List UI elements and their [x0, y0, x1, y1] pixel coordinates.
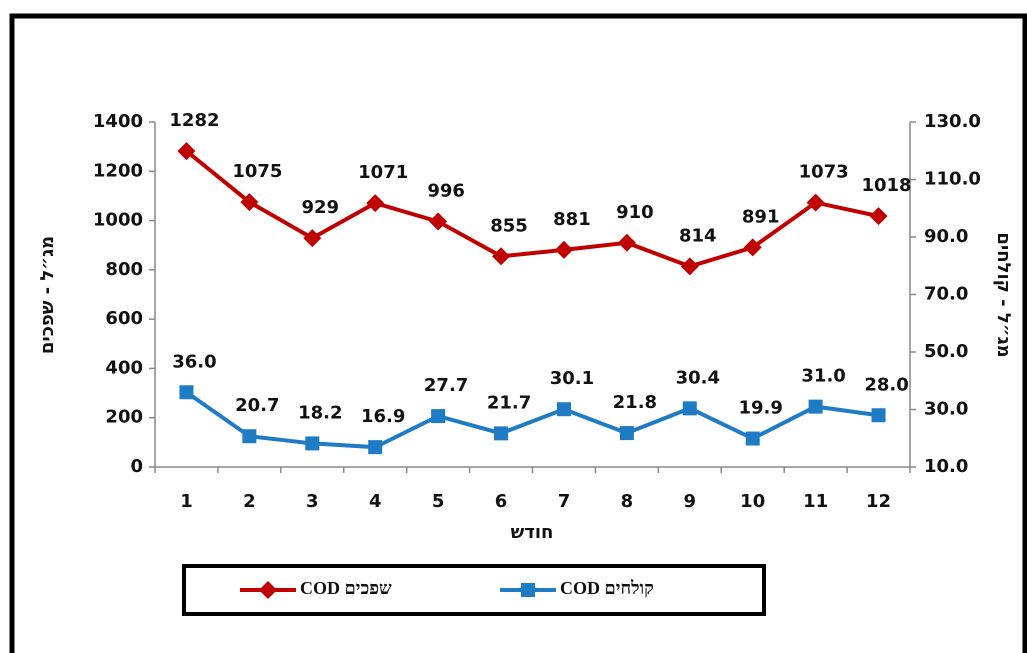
point — [869, 207, 888, 226]
y2-axis-title: מג״ל - קולחים — [993, 232, 1014, 357]
data-label: 36.0 — [172, 351, 216, 372]
point — [808, 399, 823, 414]
data-label: 27.7 — [424, 375, 468, 396]
point — [177, 142, 196, 161]
legend-label: COD שפכים — [300, 578, 392, 598]
x-tick-label: 10 — [740, 491, 765, 512]
x-tick-label: 7 — [558, 491, 571, 512]
data-label: 1073 — [799, 162, 849, 183]
point — [429, 212, 448, 231]
legend-label: COD קולחים — [560, 578, 654, 598]
y-tick-label: 200 — [105, 407, 143, 428]
y-tick-label: 800 — [105, 259, 143, 280]
x-tick-label: 5 — [432, 491, 445, 512]
point — [366, 194, 385, 213]
point — [494, 426, 509, 441]
data-label: 855 — [490, 215, 528, 236]
y-tick-label: 1400 — [93, 111, 143, 132]
data-label: 31.0 — [801, 366, 845, 387]
y2-tick-label: 90.0 — [924, 226, 968, 247]
x-tick-label: 6 — [495, 491, 508, 512]
data-label: 1018 — [861, 175, 911, 196]
y2-tick-label: 70.0 — [924, 284, 968, 305]
data-label: 19.9 — [738, 398, 782, 419]
point — [680, 257, 699, 276]
series-line — [185, 149, 879, 269]
y2-tick-label: 50.0 — [924, 341, 968, 362]
y2-tick-label: 110.0 — [924, 169, 981, 190]
x-tick-label: 2 — [243, 491, 256, 512]
data-label: 929 — [302, 197, 340, 218]
y-tick-label: 1200 — [93, 160, 143, 181]
data-label: 814 — [679, 225, 717, 246]
point — [492, 247, 511, 266]
x-tick-label: 1 — [180, 491, 193, 512]
data-label: 21.8 — [613, 392, 657, 413]
x-tick-label: 4 — [369, 491, 382, 512]
x-tick-label: 12 — [866, 491, 891, 512]
x-axis-title: חודש — [511, 522, 554, 543]
x-tick-label: 3 — [306, 491, 319, 512]
point — [806, 193, 825, 212]
data-label: 1282 — [169, 110, 219, 131]
data-label: 30.1 — [550, 368, 594, 389]
point — [242, 429, 257, 444]
y2-tick-label: 30.0 — [924, 399, 968, 420]
data-label: 16.9 — [361, 406, 405, 427]
y-tick-label: 0 — [130, 456, 143, 477]
y2-tick-label: 130.0 — [924, 111, 981, 132]
data-label: 891 — [742, 206, 780, 227]
point — [745, 431, 760, 446]
data-label: 910 — [616, 202, 654, 223]
series-line — [185, 390, 879, 450]
x-tick-label: 8 — [621, 491, 634, 512]
point — [619, 426, 634, 441]
x-tick-label: 9 — [684, 491, 697, 512]
point — [259, 581, 277, 599]
point — [682, 401, 697, 416]
point — [303, 229, 322, 248]
point — [179, 385, 194, 400]
y2-tick-label: 10.0 — [924, 456, 968, 477]
point — [617, 233, 636, 252]
y-tick-label: 600 — [105, 308, 143, 329]
frame — [9, 13, 1027, 653]
x-tick-label: 11 — [803, 491, 828, 512]
point — [240, 193, 259, 212]
point — [521, 583, 535, 597]
data-label: 21.7 — [487, 392, 531, 413]
data-label: 18.2 — [298, 402, 342, 423]
y-tick-label: 1000 — [93, 210, 143, 231]
data-label: 28.0 — [864, 374, 908, 395]
point — [305, 436, 320, 451]
point — [743, 238, 762, 257]
data-label: 881 — [553, 209, 591, 230]
data-label: 996 — [427, 181, 465, 202]
y-axis-title: מג״ל - שפכים — [37, 236, 58, 354]
point — [554, 240, 573, 259]
data-label: 20.7 — [235, 395, 279, 416]
data-label: 1075 — [232, 161, 282, 182]
y-tick-label: 400 — [105, 357, 143, 378]
point — [368, 440, 383, 455]
point — [556, 402, 571, 417]
data-label: 30.4 — [676, 367, 720, 388]
data-label: 1071 — [358, 162, 408, 183]
point — [871, 408, 886, 423]
point — [431, 409, 446, 424]
